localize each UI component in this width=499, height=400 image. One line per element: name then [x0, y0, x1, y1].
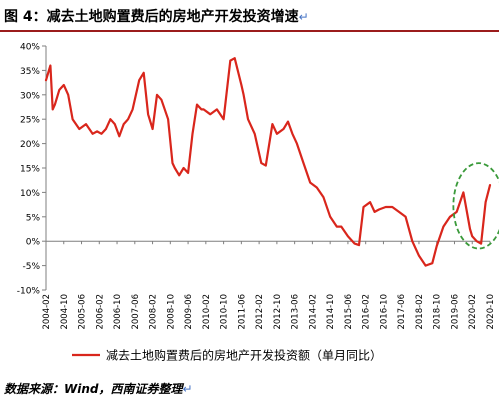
x-tick-label: 2007-06 [131, 294, 141, 330]
chart-annotations [452, 162, 499, 250]
figure-title: 图 4：减去土地购置费后的房地产开发投资增速↵ [4, 6, 309, 26]
x-tick-label: 2016-02 [362, 294, 372, 330]
x-tick-label: 2020-02 [468, 294, 478, 330]
chart-axes [45, 46, 490, 290]
x-tick-label: 2008-02 [149, 294, 159, 330]
x-tick-label: 2019-06 [450, 294, 460, 330]
x-tick-label: 2012-02 [255, 294, 265, 330]
chart-series [44, 57, 492, 267]
x-tick-label: 2006-02 [95, 294, 105, 330]
x-tick-label: 2011-06 [237, 294, 247, 330]
return-arrow-icon: ↵ [298, 10, 309, 24]
series-line [44, 57, 492, 267]
y-tick-label: -10% [17, 287, 41, 297]
y-tick-label: 35% [20, 67, 40, 77]
x-tick-label: 2004-10 [60, 294, 70, 330]
x-tick-label: 2005-06 [78, 294, 88, 330]
annotation-ellipse [452, 162, 499, 250]
x-tick-label: 2009-06 [184, 294, 194, 330]
x-axis-ticks: 2004-02 2004-10 2005-06 2006-02 2006-10 2007-… [42, 241, 496, 330]
x-tick-label: 2006-10 [113, 294, 123, 330]
figure-title-text: 图 4：减去土地购置费后的房地产开发投资增速 [4, 9, 299, 25]
y-tick-label: 10% [20, 189, 40, 199]
legend-label: 减去土地购置费后的房地产开发投资额（单月同比） [106, 348, 382, 363]
x-tick-label: 2018-02 [415, 294, 425, 330]
chart-legend: 减去土地购置费后的房地产开发投资额（单月同比） [72, 348, 382, 363]
y-tick-label: 5% [26, 213, 41, 223]
x-tick-label: 2013-06 [291, 294, 301, 330]
x-tick-label: 2015-06 [344, 294, 354, 330]
x-tick-label: 2014-10 [326, 294, 336, 330]
x-tick-label: 2004-02 [42, 294, 52, 330]
y-tick-label: 30% [20, 91, 40, 101]
figure-source: 数据来源：Wind，西南证券整理↵ [4, 380, 193, 397]
source-text: 数据来源：Wind，西南证券整理 [4, 382, 183, 396]
x-tick-label: 2010-10 [220, 294, 230, 330]
y-tick-label: -5% [22, 262, 40, 272]
x-tick-label: 2017-06 [397, 294, 407, 330]
figure-header: 图 4：减去土地购置费后的房地产开发投资增速↵ [0, 0, 499, 32]
source-return-arrow-icon: ↵ [182, 382, 193, 396]
x-tick-label: 2014-02 [308, 294, 318, 330]
x-tick-label: 2016-10 [379, 294, 389, 330]
line-chart: -10% -5% 0% 5% 10% 15% 20% 25% 30% 35% 40% 2004-02… [17, 43, 499, 363]
y-tick-label: 15% [20, 165, 40, 175]
x-tick-label: 2020-10 [486, 294, 496, 330]
y-tick-label: 25% [20, 116, 40, 126]
x-tick-label: 2008-10 [166, 294, 176, 330]
x-tick-label: 2018-10 [433, 294, 443, 330]
x-tick-label: 2010-02 [202, 294, 212, 330]
y-tick-label: 20% [20, 140, 40, 150]
x-tick-label: 2012-10 [273, 294, 283, 330]
y-tick-label: 40% [20, 43, 40, 53]
y-tick-label: 0% [26, 238, 41, 248]
y-axis-ticks: -10% -5% 0% 5% 10% 15% 20% 25% 30% 35% 40% [17, 43, 46, 297]
